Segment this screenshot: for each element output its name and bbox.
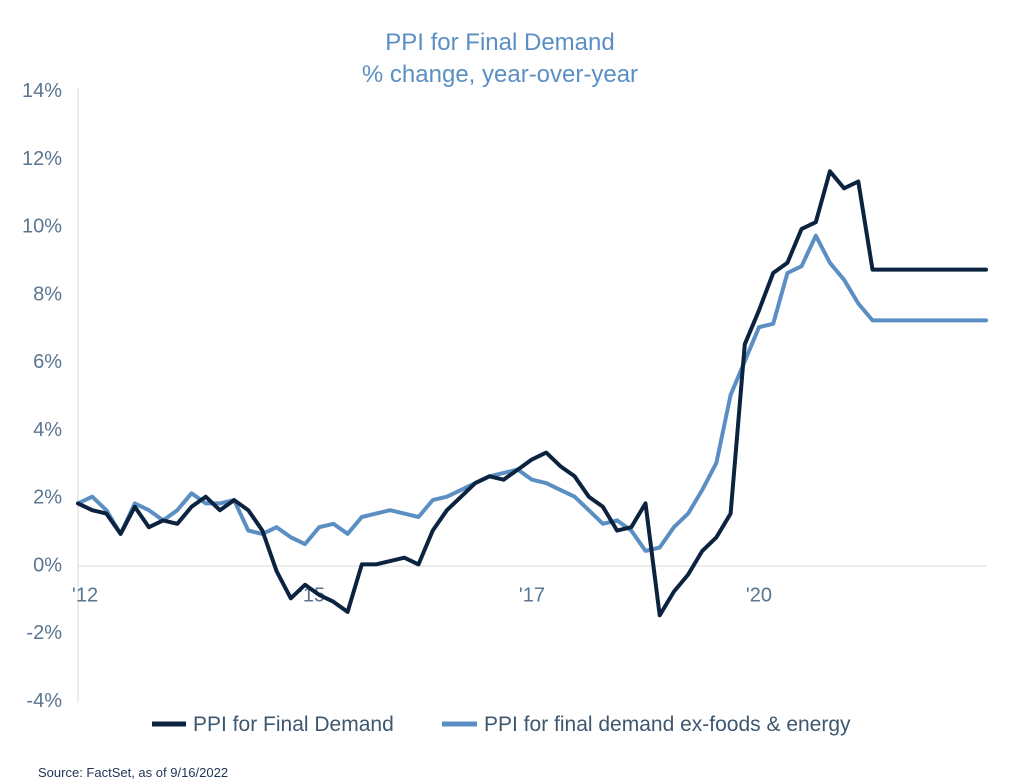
x-tick-label: '12 bbox=[72, 584, 98, 606]
y-tick-label: 14% bbox=[22, 80, 62, 102]
y-tick-label: 12% bbox=[22, 148, 62, 170]
series-lines bbox=[76, 169, 988, 618]
x-axis-ticks: '12 '15 '17 '20 bbox=[72, 584, 772, 606]
series-line-ppi-final-demand bbox=[76, 169, 988, 618]
y-tick-label: 6% bbox=[33, 351, 62, 373]
y-tick-label: 0% bbox=[33, 554, 62, 576]
y-tick-label: -4% bbox=[26, 690, 62, 712]
chart-title: PPI for Final Demand bbox=[385, 29, 614, 56]
y-tick-label: 2% bbox=[33, 487, 62, 509]
legend: PPI for Final Demand PPI for final deman… bbox=[152, 713, 851, 736]
chart-subtitle: % change, year-over-year bbox=[362, 61, 638, 88]
x-tick-label: '15 bbox=[299, 584, 325, 606]
legend-label-ppi-core: PPI for final demand ex-foods & energy bbox=[484, 713, 851, 736]
y-tick-label: -2% bbox=[26, 622, 62, 644]
legend-label-ppi-final-demand: PPI for Final Demand bbox=[193, 713, 394, 736]
x-tick-label: '20 bbox=[746, 584, 772, 606]
y-tick-label: 4% bbox=[33, 419, 62, 441]
y-axis-ticks: -4% -2% 0% 2% 4% 6% 8% 10% 12% 14% bbox=[22, 80, 62, 712]
y-tick-label: 8% bbox=[33, 283, 62, 305]
x-tick-label: '17 bbox=[519, 584, 545, 606]
source-note: Source: FactSet, as of 9/16/2022 bbox=[38, 765, 228, 780]
y-tick-label: 10% bbox=[22, 216, 62, 238]
